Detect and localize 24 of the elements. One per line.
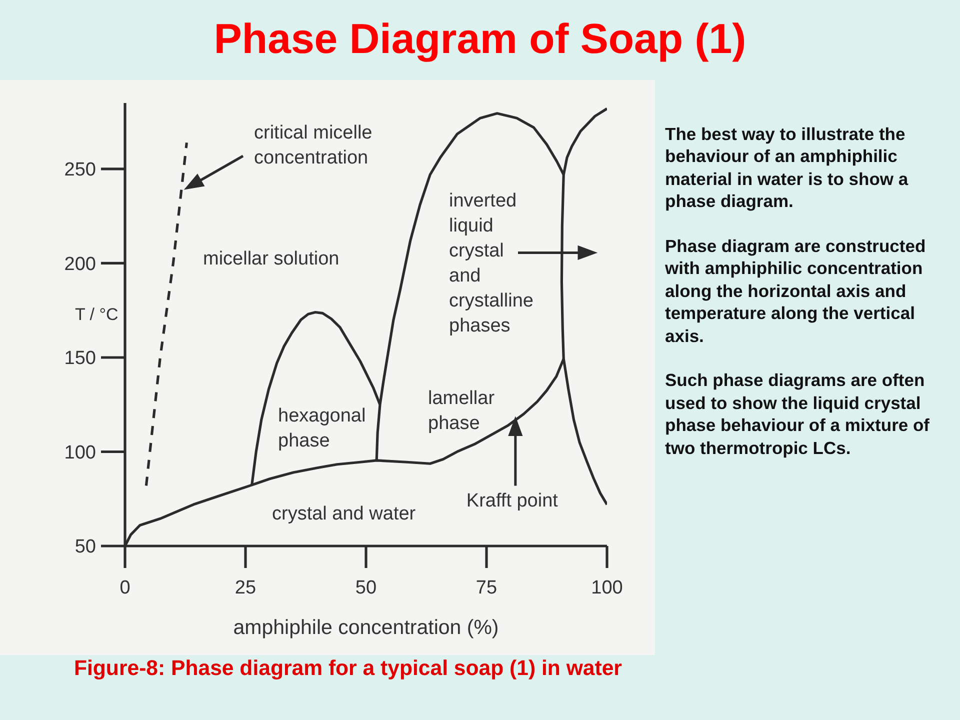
annotation: Krafft point — [466, 490, 559, 512]
x-tick-label: 0 — [120, 577, 130, 598]
y-tick-label: 200 — [64, 254, 96, 275]
y-tick-label: 150 — [64, 348, 96, 370]
annotation: crystal and water — [272, 504, 416, 525]
y-tick-label: 50 — [74, 536, 96, 558]
annotation: micellar solution — [203, 248, 340, 270]
x-tick-label: 50 — [355, 577, 377, 598]
annotation: critical micelle concentration — [254, 122, 372, 168]
annotation: inverted liquid crystal and crystalline phases — [449, 190, 534, 337]
annotation: hexagonal phase — [278, 406, 366, 452]
x-tick-label: 100 — [591, 577, 623, 598]
annotation: lamellar phase — [428, 388, 496, 434]
x-tick-label: 25 — [234, 577, 256, 598]
text: Figure-8: Phase diagram for a typical soap (1) in water — [74, 656, 622, 680]
y-tick-label: 100 — [64, 442, 96, 464]
x-tick-label: 75 — [476, 577, 498, 598]
x-axis-title: amphiphile concentration (%) — [232, 616, 500, 640]
text: The best way to illustrate the behaviour of an amphiphilic material in water is to show a phase diagram. — [665, 123, 910, 213]
text: Such phase diagrams are often used to show the liquid crystal phase behaviour of a mixture of two thermotropic LCs. — [665, 369, 930, 460]
y-tick-label: 250 — [64, 160, 96, 181]
y-axis-title: T / °C — [75, 304, 118, 326]
text: Phase diagram are constructed with amphiphilic concentration along the horizontal axis and temperature along the vertical axis. — [665, 235, 927, 348]
chart-title: Phase Diagram of Soap (1) — [212, 14, 748, 64]
